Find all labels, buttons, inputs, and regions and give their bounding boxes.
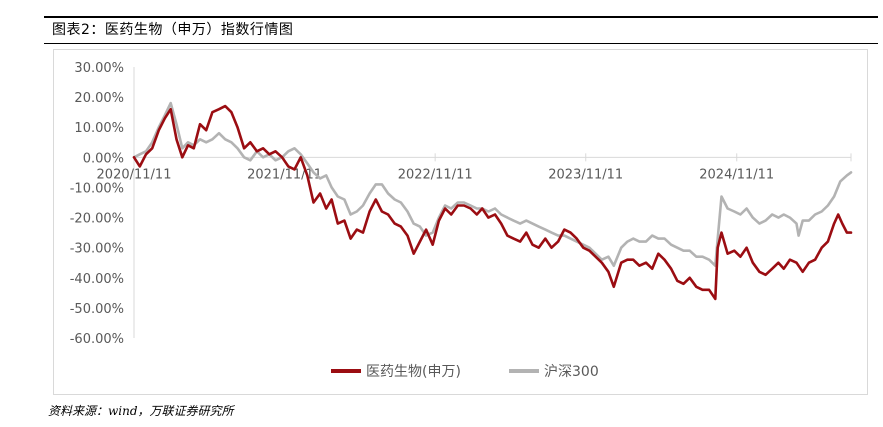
y-tick-label: 0.00% bbox=[83, 151, 124, 166]
y-tick-label: -60.00% bbox=[70, 332, 124, 347]
y-tick-label: 30.00% bbox=[74, 61, 124, 76]
y-tick-label: -40.00% bbox=[70, 272, 124, 287]
y-tick-label: 10.00% bbox=[74, 121, 124, 136]
source-note: 资料来源：wind，万联证券研究所 bbox=[48, 404, 234, 418]
series-line-csi300 bbox=[132, 101, 853, 267]
y-tick-label: -50.00% bbox=[70, 302, 124, 317]
y-tick-label: -30.00% bbox=[70, 242, 124, 257]
x-tick-label: 2024/11/11 bbox=[699, 167, 774, 182]
line-chart: 30.00% 20.00% 10.00% 0.00% -10.00% -20.00% -30… bbox=[70, 61, 853, 380]
y-tick-label: 20.00% bbox=[74, 91, 124, 106]
chart-frame: 30.00% 20.00% 10.00% 0.00% -10.00% -20.00% -30… bbox=[53, 49, 868, 395]
title-rule bbox=[44, 43, 878, 44]
top-rule bbox=[44, 16, 878, 18]
y-tick-label: -20.00% bbox=[70, 212, 124, 227]
x-tick-label: 2020/11/11 bbox=[97, 167, 172, 182]
x-tick-label: 2022/11/11 bbox=[398, 167, 473, 182]
legend-label: 沪深300 bbox=[544, 364, 599, 380]
y-tick-label: -10.00% bbox=[70, 181, 124, 196]
figure-title: 图表2：医药生物（申万）指数行情图 bbox=[52, 22, 294, 38]
x-tick-label: 2023/11/11 bbox=[548, 167, 623, 182]
series-line-medicine bbox=[132, 104, 853, 301]
legend-label: 医药生物(申万) bbox=[366, 364, 461, 380]
x-tick-label: 2021/11/11 bbox=[247, 167, 322, 182]
